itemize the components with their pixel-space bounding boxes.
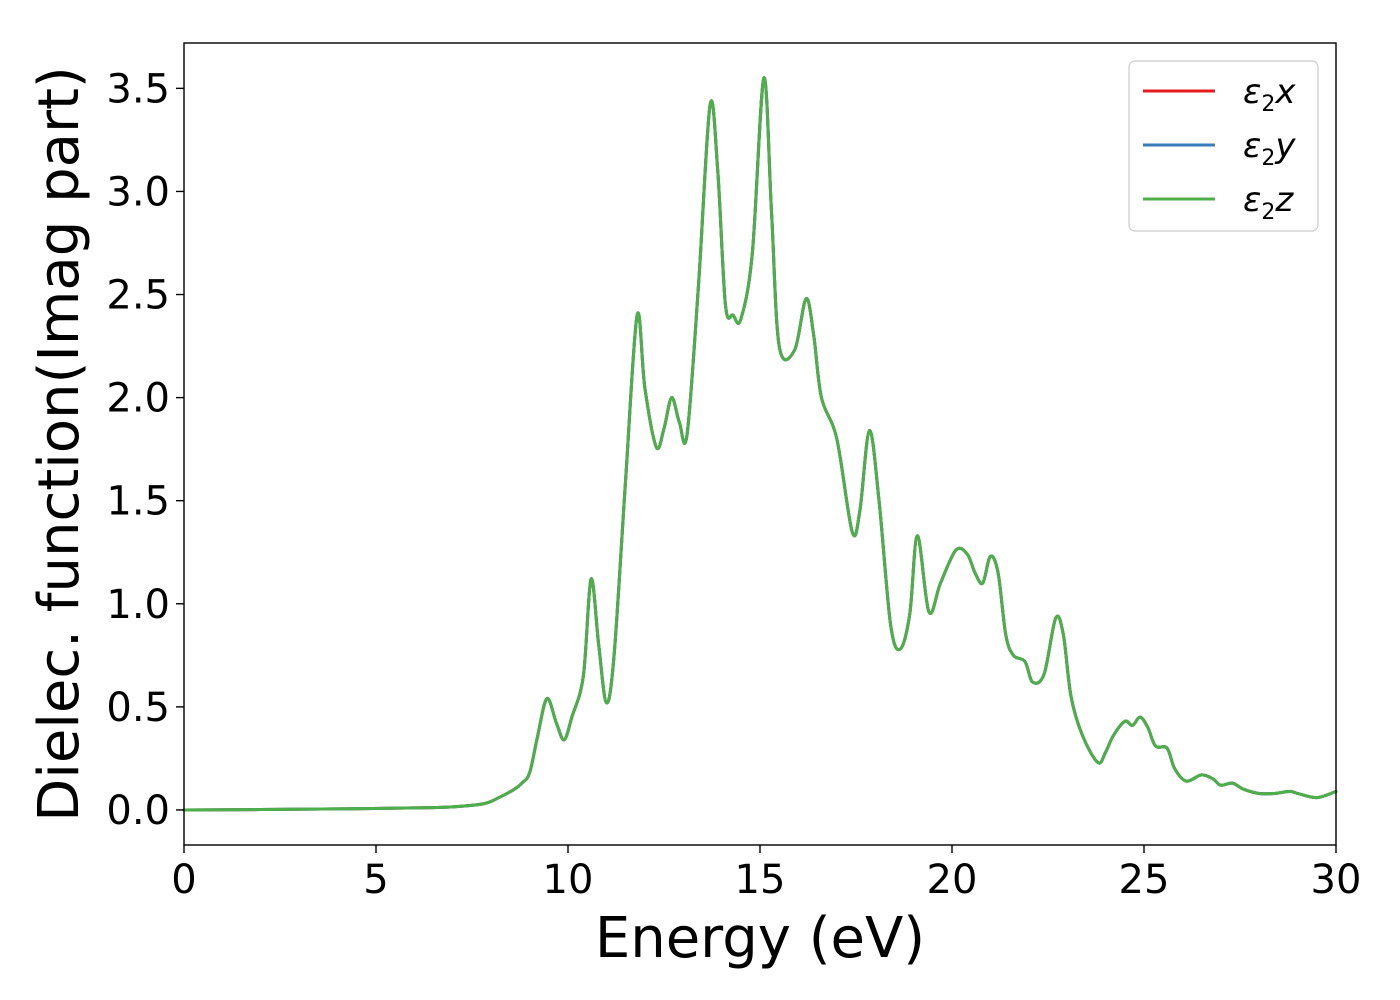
series-layer [182, 76, 1338, 812]
x-axis-ticks: 0 5 10 15 20 25 30 [171, 845, 1361, 903]
y-tick-label: 2.0 [106, 376, 170, 422]
y-tick-label: 3.5 [106, 66, 170, 112]
x-tick-label: 20 [927, 857, 978, 903]
y-tick-label: 3.0 [106, 169, 170, 215]
legend-label-x: ε2x [1243, 72, 1296, 117]
x-tick-label: 15 [735, 857, 786, 903]
legend-label-z: ε2z [1243, 180, 1294, 225]
x-tick-label: 25 [1119, 857, 1170, 903]
y-tick-label: 1.5 [106, 479, 170, 525]
x-tick-label: 5 [363, 857, 388, 903]
y-axis-ticks: 0.0 0.5 1.0 1.5 2.0 2.5 3.0 3.5 [106, 66, 184, 834]
x-tick-label: 30 [1311, 857, 1362, 903]
x-axis-title: Energy (eV) [595, 906, 925, 971]
y-tick-label: 1.0 [106, 582, 170, 628]
x-tick-label: 0 [171, 857, 196, 903]
series-line-z [182, 76, 1338, 812]
y-axis-title: Dielec. function(Imag part) [27, 66, 92, 822]
y-tick-label: 0.5 [106, 685, 170, 731]
x-tick-label: 10 [543, 857, 594, 903]
legend-label-y: ε2y [1243, 126, 1296, 171]
legend-box [1128, 60, 1319, 232]
y-tick-label: 2.5 [106, 273, 170, 319]
legend: ε2x ε2y ε2z [1128, 60, 1319, 232]
y-tick-label: 0.0 [106, 788, 170, 834]
